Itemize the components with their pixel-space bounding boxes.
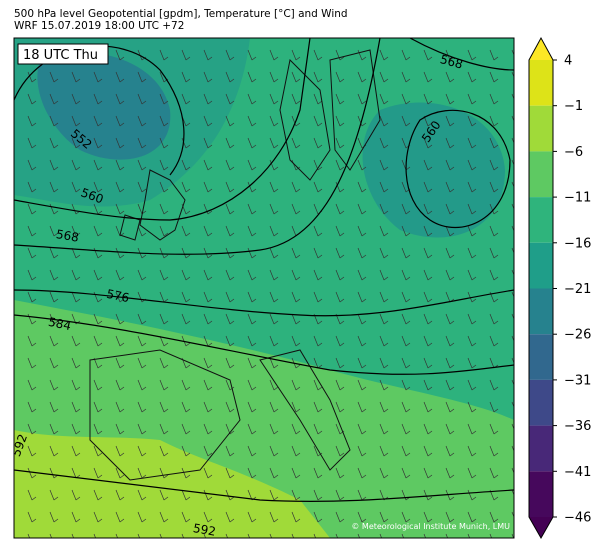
colorbar-band: [529, 425, 553, 472]
colorbar-tick-label: −21: [564, 282, 591, 297]
contour-label: 592: [192, 521, 217, 539]
colorbar-tick-label: −46: [564, 511, 591, 526]
copyright: © Meteorological Institute Munich, LMU: [351, 522, 510, 531]
contour-label: 576: [105, 287, 130, 305]
colorbar-tick-label: −6: [564, 145, 583, 160]
colorbar-band: [529, 151, 553, 198]
colorbar-band: [529, 379, 553, 426]
colorbar-band: [529, 471, 553, 517]
contour-label: 584: [47, 315, 72, 333]
colorbar-tick-label: −16: [564, 236, 591, 251]
colorbar-tick-label: −41: [564, 465, 591, 480]
colorbar-band: [529, 288, 553, 335]
colorbar-extension: [529, 517, 553, 538]
colorbar-band: [529, 60, 553, 106]
colorbar-tick-label: 4: [564, 54, 572, 69]
time-box: [17, 43, 109, 65]
colorbar-band: [529, 242, 553, 289]
title-line-2: WRF 15.07.2019 18:00 UTC +72: [14, 20, 184, 32]
title-line-1: 500 hPa level Geopotential [gpdm], Tempe…: [14, 8, 348, 20]
colorbar-tick-label: −26: [564, 328, 591, 343]
time-label: 18 UTC Thu: [23, 48, 98, 63]
colorbar-band: [529, 334, 553, 380]
contour-label: 568: [55, 227, 80, 245]
colorbar-tick-label: −1: [564, 99, 583, 114]
contour-label: 568: [439, 52, 465, 71]
colorbar-tick-label: −11: [564, 191, 591, 206]
colorbar-band: [529, 105, 553, 152]
colorbar-tick-label: −31: [564, 373, 591, 388]
map: 552 560 568 576 584 592 592 568 560 © Me…: [14, 38, 514, 539]
colorbar-tick-label: −36: [564, 419, 591, 434]
colorbar-band: [529, 197, 553, 243]
colorbar: 4 −1 −6 −11 −16 −21 −26 −31 −36 −41 −46: [528, 36, 591, 540]
colorbar-extension: [529, 38, 553, 60]
